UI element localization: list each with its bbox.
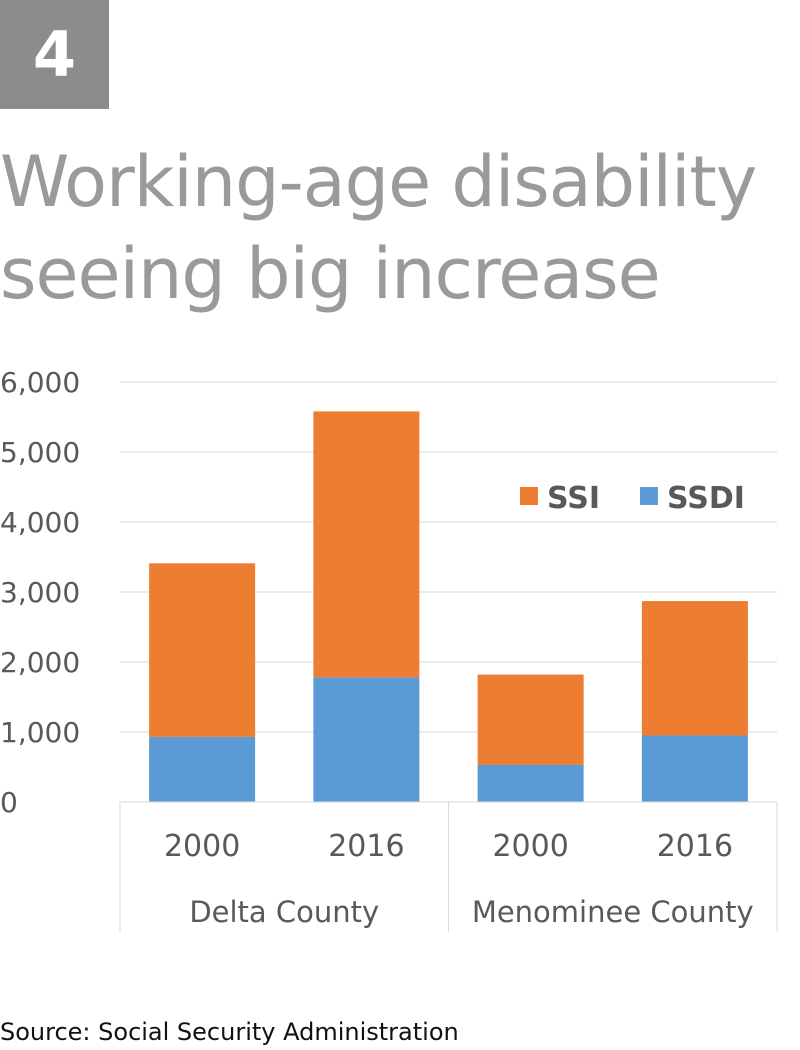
bars	[149, 411, 748, 802]
y-axis-tick-labels: 0 1,000 2,000 3,000 4,000 5,000 6,000	[0, 366, 80, 819]
x-group-label: Menominee County	[472, 895, 754, 929]
x-group-label: Delta County	[189, 895, 379, 929]
y-tick-label: 5,000	[0, 436, 80, 469]
headline: Working-age disability seeing big increa…	[0, 136, 800, 320]
bar-ssi-2	[313, 411, 420, 678]
legend-swatch-ssi	[520, 487, 538, 505]
x-tick-label: 2016	[328, 829, 404, 864]
bar-ssdi-3	[477, 764, 584, 802]
y-tick-label: 6,000	[0, 366, 80, 399]
bar-ssdi-2	[313, 677, 420, 802]
legend: SSI SSDI	[520, 481, 745, 516]
legend-swatch-ssdi	[640, 487, 658, 505]
legend-label-ssdi: SSDI	[667, 481, 745, 516]
bar-ssi-3	[477, 674, 584, 765]
y-tick-label: 3,000	[0, 576, 80, 609]
headline-line-1: Working-age disability	[0, 141, 757, 223]
x-tick-label: 2016	[657, 829, 733, 864]
source-note: Source: Social Security Administration	[0, 1018, 459, 1046]
y-tick-label: 2,000	[0, 646, 80, 679]
headline-line-2: seeing big increase	[0, 233, 661, 315]
bar-ssdi-4	[641, 735, 748, 802]
y-tick-label: 4,000	[0, 506, 80, 539]
bar-ssi-4	[641, 601, 748, 736]
stacked-bar-chart: 0 1,000 2,000 3,000 4,000 5,000 6,000 2000 2016…	[0, 366, 778, 932]
x-tick-label: 2000	[164, 829, 240, 864]
x-tick-label: 2000	[492, 829, 568, 864]
y-tick-label: 0	[0, 786, 18, 819]
bar-ssi-1	[149, 563, 256, 737]
y-tick-label: 1,000	[0, 716, 80, 749]
bar-ssdi-1	[149, 736, 256, 802]
x-axis: 2000 2016 Delta County 2000 2016 Menominee Co…	[119, 801, 778, 932]
chart-number-badge: 4	[0, 0, 109, 109]
legend-label-ssi: SSI	[547, 481, 600, 516]
